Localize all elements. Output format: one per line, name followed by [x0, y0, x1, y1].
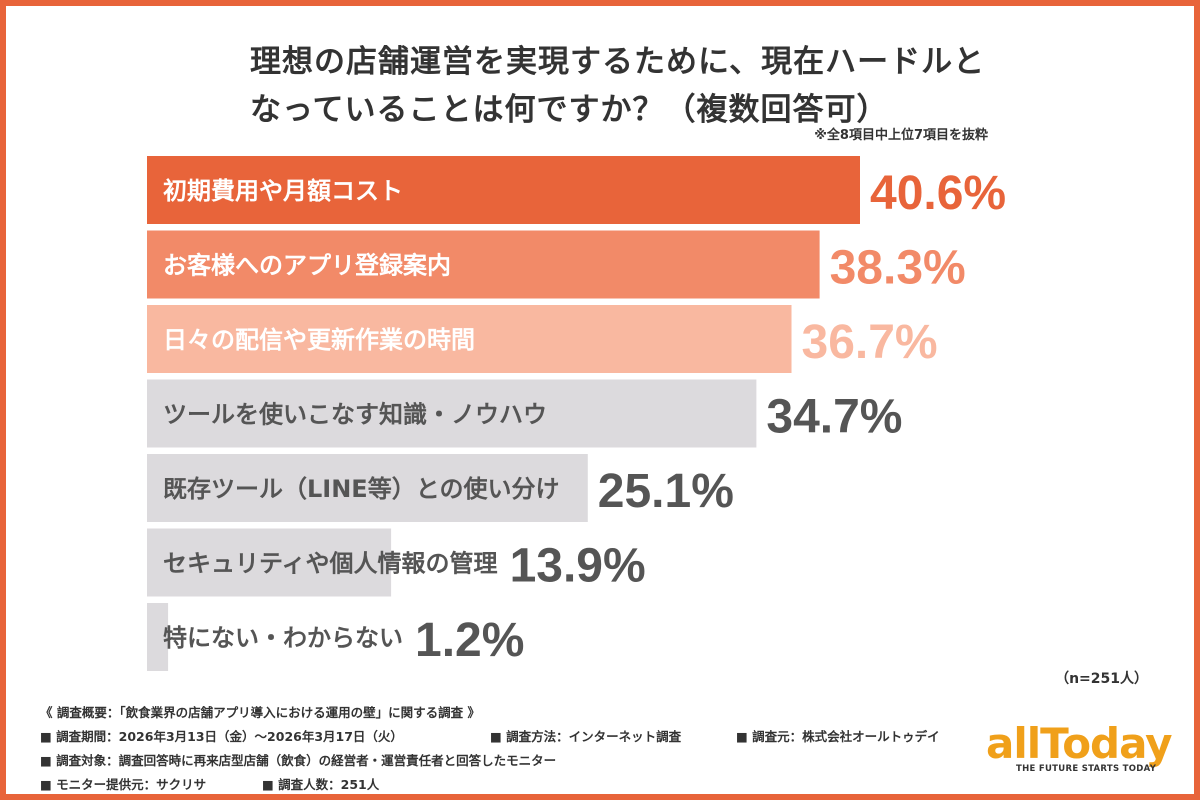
survey-period: ■ 調査期間：2026年3月13日（金）〜2026年3月17日（火） — [40, 729, 403, 744]
survey-source: ■ 調査元：株式会社オールトゥデイ — [736, 729, 940, 744]
logo-tagline: THE FUTURE STARTS TODAY — [1016, 764, 1157, 774]
selection-note: ※全8項目中上位7項目を抜粋 — [814, 128, 988, 143]
value-label-3: 36.7% — [802, 316, 938, 369]
survey-target: ■ 調査対象：調査回答時に再来店型店舗（飲食）の経営者・運営責任者と回答したモニ… — [40, 753, 557, 768]
title-line-2: なっていることは何ですか？（複数回答可） — [250, 92, 889, 128]
bar-label-1: 初期費用や月額コスト — [163, 177, 403, 205]
sample-size-label: （n=251人） — [1055, 671, 1148, 687]
bar-label-2: お客様へのアプリ登録案内 — [163, 252, 451, 280]
value-label-1: 40.6% — [870, 167, 1006, 220]
bar-1 — [147, 156, 860, 224]
bar-7 — [147, 603, 169, 671]
survey-count: ■ 調査人数：251人 — [262, 777, 380, 792]
value-label-5: 25.1% — [598, 465, 734, 518]
bar-2 — [147, 230, 820, 299]
bar-chart: 初期費用や月額コスト 40.6% お客様へのアプリ登録案内 38.3% 日々の配信や更新… — [147, 156, 1006, 671]
bar-4 — [147, 379, 757, 448]
bar-6 — [147, 528, 392, 597]
alltoday-logo: allToday THE FUTURE STARTS TODAY — [986, 719, 1182, 775]
value-label-4: 34.7% — [766, 391, 902, 444]
survey-method: ■ 調査方法：インターネット調査 — [490, 729, 682, 744]
survey-provider: ■ モニター提供元：サクリサ — [40, 777, 207, 792]
value-label-2: 38.3% — [830, 242, 966, 295]
bar-label-7: 特にない・わからない — [163, 624, 403, 652]
bar-label-3: 日々の配信や更新作業の時間 — [163, 326, 475, 354]
bar-label-4: ツールを使いこなす知識・ノウハウ — [163, 401, 547, 429]
bar-5 — [147, 454, 588, 522]
value-label-6: 13.9% — [510, 540, 646, 593]
title-line-1: 理想の店舗運営を実現するために、現在ハードルと — [250, 44, 986, 80]
bar-label-5: 既存ツール（LINE等）との使い分け — [163, 475, 559, 503]
value-label-7: 1.2% — [415, 614, 524, 667]
logo-wordmark: allToday — [986, 719, 1173, 768]
chart-title: 理想の店舗運営を実現するために、現在ハードルと なっていることは何ですか？（複数… — [250, 38, 1050, 134]
survey-heading: 《 調査概要：「飲食業界の店舗アプリ導入における運用の壁」に関する調査 》 — [40, 705, 480, 720]
bar-label-6: セキュリティや個人情報の管理 — [163, 550, 498, 578]
bar-3 — [147, 305, 792, 373]
